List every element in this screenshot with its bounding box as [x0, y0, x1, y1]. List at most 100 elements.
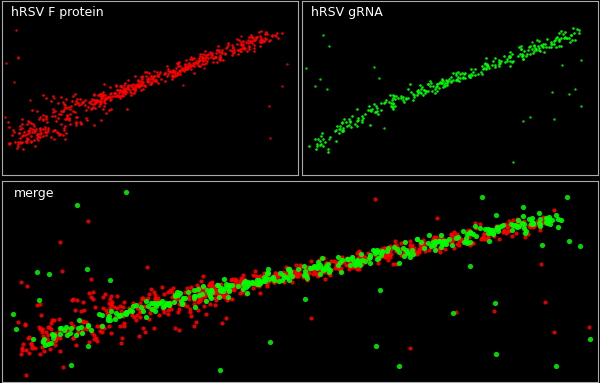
Point	[388, 104, 398, 110]
Point	[146, 285, 155, 291]
Point	[406, 242, 415, 248]
Point	[254, 283, 264, 289]
Point	[163, 71, 173, 77]
Point	[239, 279, 249, 285]
Point	[246, 34, 256, 40]
Point	[206, 280, 215, 286]
Point	[397, 252, 406, 258]
Point	[204, 292, 214, 298]
Point	[215, 285, 224, 291]
Point	[259, 270, 269, 276]
Point	[224, 288, 234, 294]
Point	[242, 290, 251, 296]
Point	[320, 266, 330, 272]
Point	[122, 85, 132, 91]
Point	[148, 75, 158, 81]
Point	[62, 115, 72, 121]
Point	[454, 242, 463, 248]
Point	[185, 296, 194, 302]
Point	[131, 87, 140, 93]
Point	[98, 93, 107, 99]
Point	[353, 255, 363, 261]
Point	[17, 140, 26, 146]
Point	[210, 54, 220, 60]
Point	[201, 298, 211, 304]
Point	[11, 326, 21, 332]
Point	[436, 80, 446, 86]
Point	[200, 298, 209, 304]
Point	[410, 250, 419, 256]
Point	[407, 89, 416, 95]
Point	[507, 223, 517, 229]
Point	[212, 59, 221, 65]
Point	[374, 254, 384, 260]
Point	[518, 56, 528, 62]
Point	[99, 99, 109, 105]
Point	[59, 125, 69, 131]
Point	[385, 252, 394, 258]
Point	[202, 311, 211, 317]
Point	[195, 63, 205, 69]
Point	[535, 210, 544, 216]
Point	[146, 81, 156, 87]
Point	[26, 137, 36, 144]
Point	[74, 316, 83, 322]
Point	[124, 83, 133, 89]
Point	[89, 92, 99, 98]
Point	[386, 250, 396, 257]
Point	[85, 339, 94, 345]
Point	[380, 246, 390, 252]
Point	[43, 336, 52, 342]
Point	[491, 226, 501, 232]
Point	[247, 39, 257, 46]
Point	[196, 297, 205, 303]
Point	[528, 224, 538, 230]
Point	[149, 73, 158, 79]
Point	[244, 44, 254, 51]
Point	[28, 129, 37, 135]
Point	[170, 297, 180, 303]
Point	[456, 236, 466, 242]
Point	[164, 301, 173, 307]
Point	[68, 334, 78, 340]
Point	[229, 49, 239, 55]
Point	[136, 300, 145, 306]
Point	[212, 286, 222, 293]
Point	[15, 123, 25, 129]
Point	[130, 85, 140, 91]
Point	[415, 89, 425, 95]
Point	[284, 270, 293, 277]
Point	[62, 105, 72, 111]
Point	[405, 254, 415, 260]
Point	[35, 114, 45, 120]
Point	[205, 293, 215, 299]
Point	[285, 270, 295, 277]
Point	[76, 308, 86, 314]
Point	[517, 46, 526, 52]
Point	[496, 223, 506, 229]
Point	[305, 265, 314, 271]
Point	[215, 367, 224, 373]
Point	[184, 60, 194, 66]
Point	[215, 52, 225, 59]
Point	[263, 272, 273, 278]
Point	[227, 282, 237, 288]
Point	[135, 314, 145, 320]
Point	[382, 249, 391, 255]
Point	[319, 255, 329, 261]
Point	[194, 291, 204, 297]
Point	[451, 70, 461, 76]
Point	[56, 108, 66, 114]
Point	[433, 215, 442, 221]
Point	[494, 57, 503, 63]
Point	[358, 252, 367, 258]
Point	[293, 270, 303, 276]
Point	[251, 35, 260, 41]
Point	[257, 278, 267, 284]
Point	[151, 296, 160, 303]
Point	[44, 124, 53, 131]
Point	[277, 83, 286, 89]
Point	[127, 308, 137, 314]
Point	[380, 254, 390, 260]
Point	[424, 232, 433, 238]
